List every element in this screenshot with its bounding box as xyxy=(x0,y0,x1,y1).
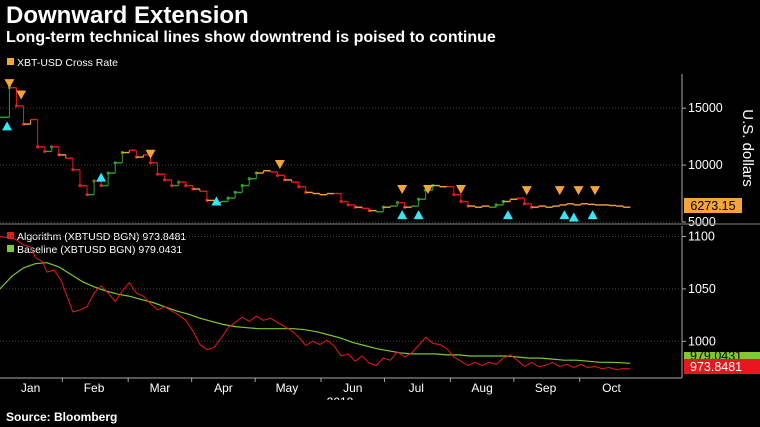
sell-signal-marker xyxy=(16,90,27,100)
sell-signal-marker xyxy=(521,186,532,196)
index-tick-label: 1000 xyxy=(688,334,716,348)
x-tick-label: Jul xyxy=(409,381,424,395)
legend-swatch-algorithm xyxy=(7,232,14,239)
buy-signal-marker xyxy=(587,210,598,220)
price-point xyxy=(247,177,251,181)
sell-signal-marker xyxy=(397,184,408,194)
price-point xyxy=(177,180,181,184)
index-tick-label: 1100 xyxy=(688,229,715,243)
price-last-value-box xyxy=(684,198,742,213)
buy-signal-marker xyxy=(397,210,408,220)
buy-signal-marker xyxy=(211,196,222,206)
price-point xyxy=(191,187,195,191)
baseline-line xyxy=(0,262,631,364)
x-tick-label: Oct xyxy=(602,381,621,395)
sell-signal-marker xyxy=(274,159,285,169)
x-tick-label: Mar xyxy=(150,381,171,395)
baseline-last-value-box xyxy=(684,352,760,360)
x-tick-label: Sep xyxy=(535,381,557,395)
sell-signal-marker xyxy=(573,186,584,196)
x-year-label: 2018 xyxy=(327,395,354,400)
chart-svg: XBT-USD Cross Rate 15000 10000 5000 U.S. d… xyxy=(0,57,760,400)
price-point xyxy=(184,183,188,188)
chart-title: Downward Extension xyxy=(6,2,249,29)
x-tick-label: Apr xyxy=(214,381,233,395)
price-point xyxy=(170,183,174,188)
x-tick-label: Jun xyxy=(343,381,362,395)
sell-signal-marker xyxy=(423,184,434,194)
legend-label-baseline: Baseline (XBTUSD BGN) 979.0431 xyxy=(17,244,182,256)
algorithm-line xyxy=(0,236,631,371)
x-tick-label: Feb xyxy=(84,381,105,395)
price-tick-label: 10000 xyxy=(688,158,723,172)
sell-signal-marker xyxy=(554,186,565,196)
buy-signal-marker xyxy=(2,121,13,131)
price-tick-label: 5000 xyxy=(688,215,716,229)
x-tick-label: Aug xyxy=(471,381,492,395)
sell-signal-marker xyxy=(4,79,15,89)
chart-subtitle: Long-term technical lines show downtrend… xyxy=(6,29,496,46)
buy-signal-marker xyxy=(559,210,570,220)
price-point xyxy=(233,190,237,194)
price-ylabel: U.S. dollars xyxy=(739,109,756,187)
source-note: Source: Bloomberg xyxy=(6,410,118,424)
x-tick-label: May xyxy=(276,381,299,395)
buy-signal-marker xyxy=(502,210,513,220)
buy-signal-marker xyxy=(96,172,107,182)
x-tick-label: Jan xyxy=(21,381,40,395)
buy-signal-marker xyxy=(413,210,424,220)
algorithm-last-value: 973.8481 xyxy=(690,360,742,374)
legend-swatch-price xyxy=(7,58,14,65)
buy-signal-marker xyxy=(568,212,579,222)
sell-signal-marker xyxy=(589,186,600,196)
sell-signal-marker xyxy=(455,184,466,194)
legend-swatch-baseline xyxy=(7,245,14,252)
price-last-value: 6273.15 xyxy=(690,199,735,213)
legend-label-price: XBT-USD Cross Rate xyxy=(17,57,118,69)
price-point xyxy=(240,183,244,188)
sell-signal-marker xyxy=(145,149,156,159)
index-tick-label: 1050 xyxy=(688,282,716,296)
algorithm-last-value-box xyxy=(684,359,760,374)
legend-label-algorithm: Algorithm (XBTUSD BGN) 973.8481 xyxy=(17,231,186,243)
price-tick-label: 15000 xyxy=(688,101,723,115)
